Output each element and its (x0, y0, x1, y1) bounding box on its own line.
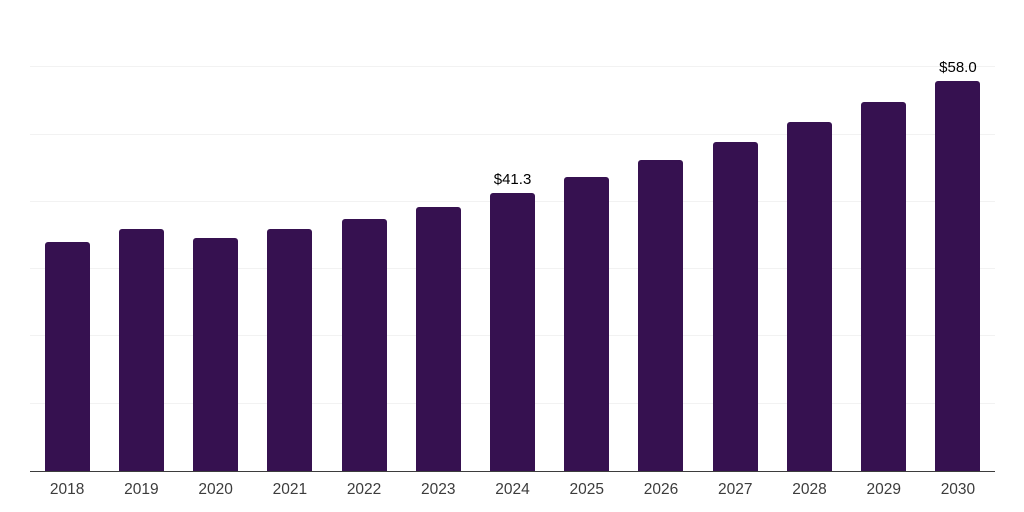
bar-2026 (638, 160, 684, 471)
x-tick-2028: 2028 (792, 481, 827, 498)
bar-cell-2024: $41.3 (475, 0, 549, 471)
bar-2019 (118, 229, 164, 471)
bar-cell-2025 (550, 0, 624, 471)
bar-2018 (44, 241, 90, 471)
bar-2030 (935, 80, 981, 471)
bar-2024 (490, 193, 536, 471)
x-axis-line (30, 471, 995, 472)
bar-cell-2022 (327, 0, 401, 471)
bar-cell-2028 (772, 0, 846, 471)
bar-value-label-2024: $41.3 (493, 171, 532, 189)
x-tick-2027: 2027 (717, 481, 753, 498)
bar-2021 (267, 228, 313, 471)
bar-2029 (861, 102, 907, 471)
bar-2025 (564, 176, 610, 471)
bar-2022 (341, 218, 387, 471)
x-tick-2022: 2022 (346, 481, 382, 498)
gridline-60 (30, 66, 995, 68)
x-tick-2021: 2021 (272, 481, 308, 498)
bar-2020 (193, 237, 239, 471)
x-tick-2019: 2019 (124, 481, 159, 498)
bar-cell-2021 (253, 0, 327, 471)
x-tick-2026: 2026 (643, 481, 679, 498)
bar-2027 (712, 141, 758, 471)
x-tick-2025: 2025 (569, 481, 604, 498)
bar-cell-2018 (30, 0, 104, 471)
bar-2028 (786, 122, 832, 471)
bar-cell-2027 (698, 0, 772, 471)
plot-area: $41.3 $58.0 (30, 0, 995, 472)
bars: $41.3 $58.0 (30, 0, 995, 471)
x-axis-labels: 2018 2019 2020 2021 2022 2023 2024 2025 2026 2027… (30, 481, 995, 500)
bar-cell-2029 (847, 0, 921, 471)
bar-cell-2020 (178, 0, 252, 471)
bar-value-label-2030: $58.0 (939, 58, 977, 76)
bar-2023 (415, 206, 461, 471)
x-tick-2020: 2020 (198, 481, 233, 498)
x-tick-2029: 2029 (866, 481, 901, 498)
bar-cell-2030: $58.0 (921, 0, 995, 471)
bar-cell-2019 (104, 0, 178, 471)
bar-cell-2026 (624, 0, 698, 471)
x-tick-2030: 2030 (940, 481, 976, 498)
x-tick-2024: 2024 (495, 481, 530, 498)
x-tick-2023: 2023 (421, 481, 456, 498)
bar-cell-2023 (401, 0, 475, 471)
gridline-50 (30, 133, 995, 135)
x-tick-2018: 2018 (49, 481, 85, 498)
